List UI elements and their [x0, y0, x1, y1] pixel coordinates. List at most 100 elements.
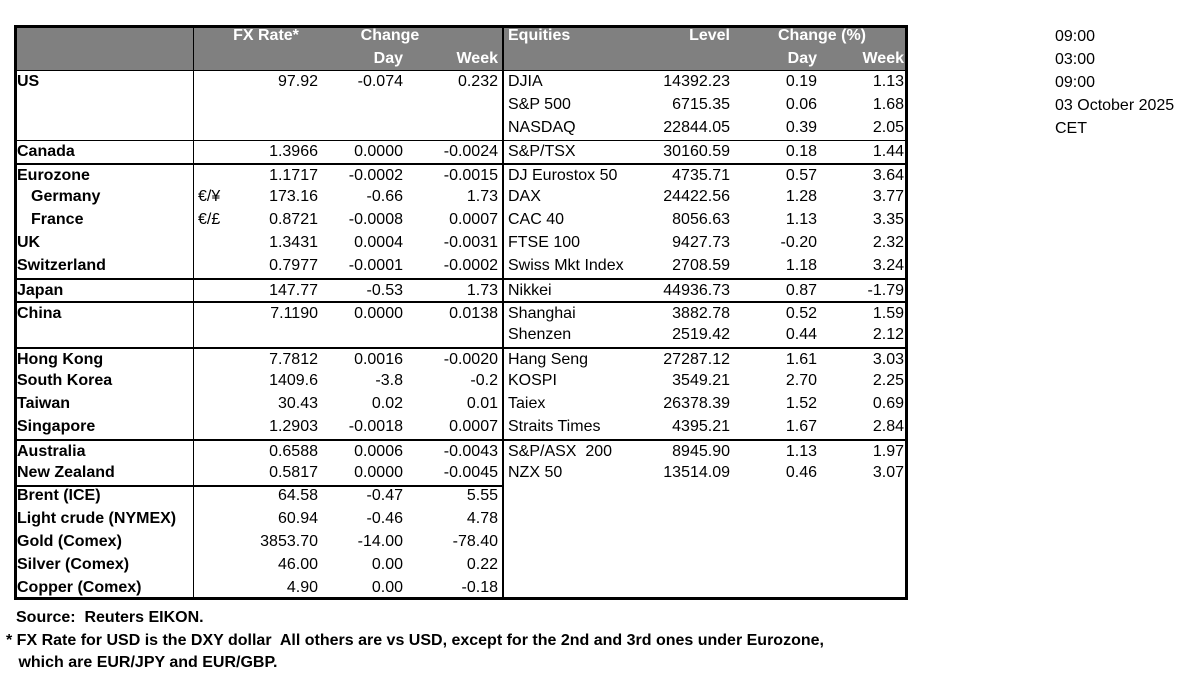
fx-week-change-cell: 4.78 [466, 510, 498, 527]
table-row: Light crude (NYMEX) 60.94 -0.46 4.78 [14, 508, 908, 531]
table-row: Hong Kong 7.7812 0.0016 -0.0020 Hang Seng 272… [14, 347, 908, 370]
table-row: Copper (Comex) 4.90 0.00 -0.18 [14, 577, 908, 600]
fx-day-change-cell [322, 94, 408, 117]
table-row: Shenzen 2519.42 0.44 2.12 [14, 324, 908, 347]
equity-name-cell [502, 577, 641, 600]
fx-day-change-cell: -14.00 [357, 533, 403, 550]
fx-day-change-cell: -0.66 [366, 188, 403, 205]
equity-week-change-cell: 3.35 [872, 211, 904, 228]
fx-symbol-cell [193, 324, 239, 347]
fx-rate-cell: 1409.6 [269, 372, 318, 389]
equity-week-change-cell: 3.07 [872, 464, 904, 481]
table-row: US 97.92 -0.074 0.232 DJIA 14392.23 0.19 1.13 [14, 71, 908, 94]
table-row: Eurozone 1.1717 -0.0002 -0.0015 DJ Eurostox … [14, 163, 908, 186]
equity-name-cell [502, 508, 641, 531]
fx-rate-cell: 1.2903 [269, 418, 318, 435]
table-row: Brent (ICE) 64.58 -0.47 5.55 [14, 485, 908, 508]
equity-level-cell: 4395.21 [672, 418, 730, 435]
fx-rate-cell: 173.16 [269, 188, 318, 205]
equity-level-cell: 2708.59 [672, 257, 730, 274]
market-data-table: FX Rate* Change Equities Level Change (%… [14, 25, 908, 600]
fx-name-cell [14, 94, 193, 117]
fx-symbol-cell: €/¥ [193, 186, 239, 209]
fx-symbol-cell [193, 441, 239, 462]
fx-week-change-cell: 0.0007 [449, 418, 498, 435]
equity-level-cell: 3882.78 [672, 305, 730, 322]
fx-day-change-cell: -0.0002 [348, 167, 403, 184]
fx-day-change-cell: -0.46 [366, 510, 403, 527]
fx-week-change-cell: -78.40 [452, 533, 498, 550]
fx-rate-cell: 97.92 [277, 73, 318, 90]
fx-symbol-cell [193, 531, 239, 554]
fx-week-change-cell: 0.232 [457, 73, 498, 90]
fx-day-change-cell: -0.074 [357, 73, 403, 90]
equity-name-cell: NASDAQ [502, 117, 641, 140]
fx-day-change-cell: 0.00 [371, 556, 403, 573]
equity-week-change-cell [821, 531, 908, 554]
equity-name-cell: S&P 500 [502, 94, 641, 117]
fx-week-change-cell: -0.0031 [443, 234, 498, 251]
fx-week-change-cell: 0.0138 [449, 305, 498, 322]
equity-level-cell [641, 508, 736, 531]
fx-rate-cell: 3853.70 [260, 533, 318, 550]
fx-week-change-cell: 0.01 [466, 395, 498, 412]
equity-level-cell: 4735.71 [672, 167, 730, 184]
table-row: Switzerland 0.7977 -0.0001 -0.0002 Swiss Mkt… [14, 255, 908, 278]
fx-name-cell: Switzerland [17, 257, 106, 274]
equity-level-cell: 8056.63 [672, 211, 730, 228]
equity-day-change-cell: 0.57 [785, 167, 817, 184]
equity-week-change-cell: 2.05 [872, 119, 904, 136]
table-row: UK 1.3431 0.0004 -0.0031 FTSE 100 9427.73 -0.2… [14, 232, 908, 255]
fx-name-cell: Eurozone [17, 167, 90, 184]
fx-week-change-cell: 0.0007 [449, 211, 498, 228]
equity-name-cell: S&P/ASX 200 [502, 441, 641, 462]
equity-level-cell: 24422.56 [663, 188, 730, 205]
fx-name-cell: UK [17, 234, 41, 251]
fx-footnote-line1: * FX Rate for USD is the DXY dollar All … [6, 632, 824, 649]
equity-name-cell: NZX 50 [502, 462, 641, 485]
table-row: Gold (Comex) 3853.70 -14.00 -78.40 [14, 531, 908, 554]
timestamp-3: 09:00 [1055, 74, 1096, 91]
equity-day-change-cell: 2.70 [785, 372, 817, 389]
equity-level-cell: 14392.23 [663, 73, 730, 90]
fx-change-header: Change [360, 27, 420, 44]
equity-name-cell: DJ Eurostox 50 [502, 165, 641, 186]
fx-week-change-cell: -0.0020 [443, 351, 498, 368]
fx-name-cell [14, 324, 193, 347]
equities-header: Equities [502, 25, 641, 48]
equity-level-cell: 9427.73 [672, 234, 730, 251]
equity-week-change-cell: 0.69 [872, 395, 904, 412]
table-row: Germany €/¥ 173.16 -0.66 1.73 DAX 24422.56 1.28… [14, 186, 908, 209]
eq-week-header: Week [862, 50, 904, 67]
fx-rate-cell: 0.5817 [269, 464, 318, 481]
fx-symbol-cell [193, 117, 239, 140]
fx-week-change-cell: -0.0015 [443, 167, 498, 184]
equity-day-change-cell: 0.19 [785, 73, 817, 90]
fx-rate-cell: 30.43 [277, 395, 318, 412]
fx-name-cell: China [17, 305, 62, 322]
table-row: Taiwan 30.43 0.02 0.01 Taiex 26378.39 1.52 0.69 [14, 393, 908, 416]
equity-day-change-cell: -0.20 [780, 234, 817, 251]
equity-week-change-cell: 1.44 [872, 143, 904, 160]
fx-name-cell: Singapore [17, 418, 96, 435]
equity-name-cell: Hang Seng [502, 349, 641, 370]
equity-day-change-cell: 1.52 [785, 395, 817, 412]
equity-week-change-cell [821, 577, 908, 600]
equity-name-cell: DJIA [502, 71, 641, 94]
fx-name-cell: Australia [17, 443, 86, 460]
equity-week-change-cell [821, 508, 908, 531]
equity-day-change-cell [736, 485, 821, 508]
equity-level-cell: 3549.21 [672, 372, 730, 389]
fx-day-change-cell: 0.0000 [354, 305, 403, 322]
fx-rate-cell: 7.1190 [270, 305, 318, 322]
fx-rate-cell [239, 117, 322, 140]
table-row: Australia 0.6588 0.0006 -0.0043 S&P/ASX 200 8… [14, 439, 908, 462]
equity-day-change-cell: 0.52 [785, 305, 817, 322]
equity-day-change-cell [736, 577, 821, 600]
fx-name-cell: Germany [31, 188, 101, 205]
table-row: South Korea 1409.6 -3.8 -0.2 KOSPI 3549.21 2.7… [14, 370, 908, 393]
eq-day-header: Day [787, 50, 817, 67]
fx-name-cell: Japan [17, 282, 64, 299]
fx-name-cell: Copper (Comex) [17, 579, 142, 596]
equity-level-cell: 27287.12 [663, 351, 730, 368]
